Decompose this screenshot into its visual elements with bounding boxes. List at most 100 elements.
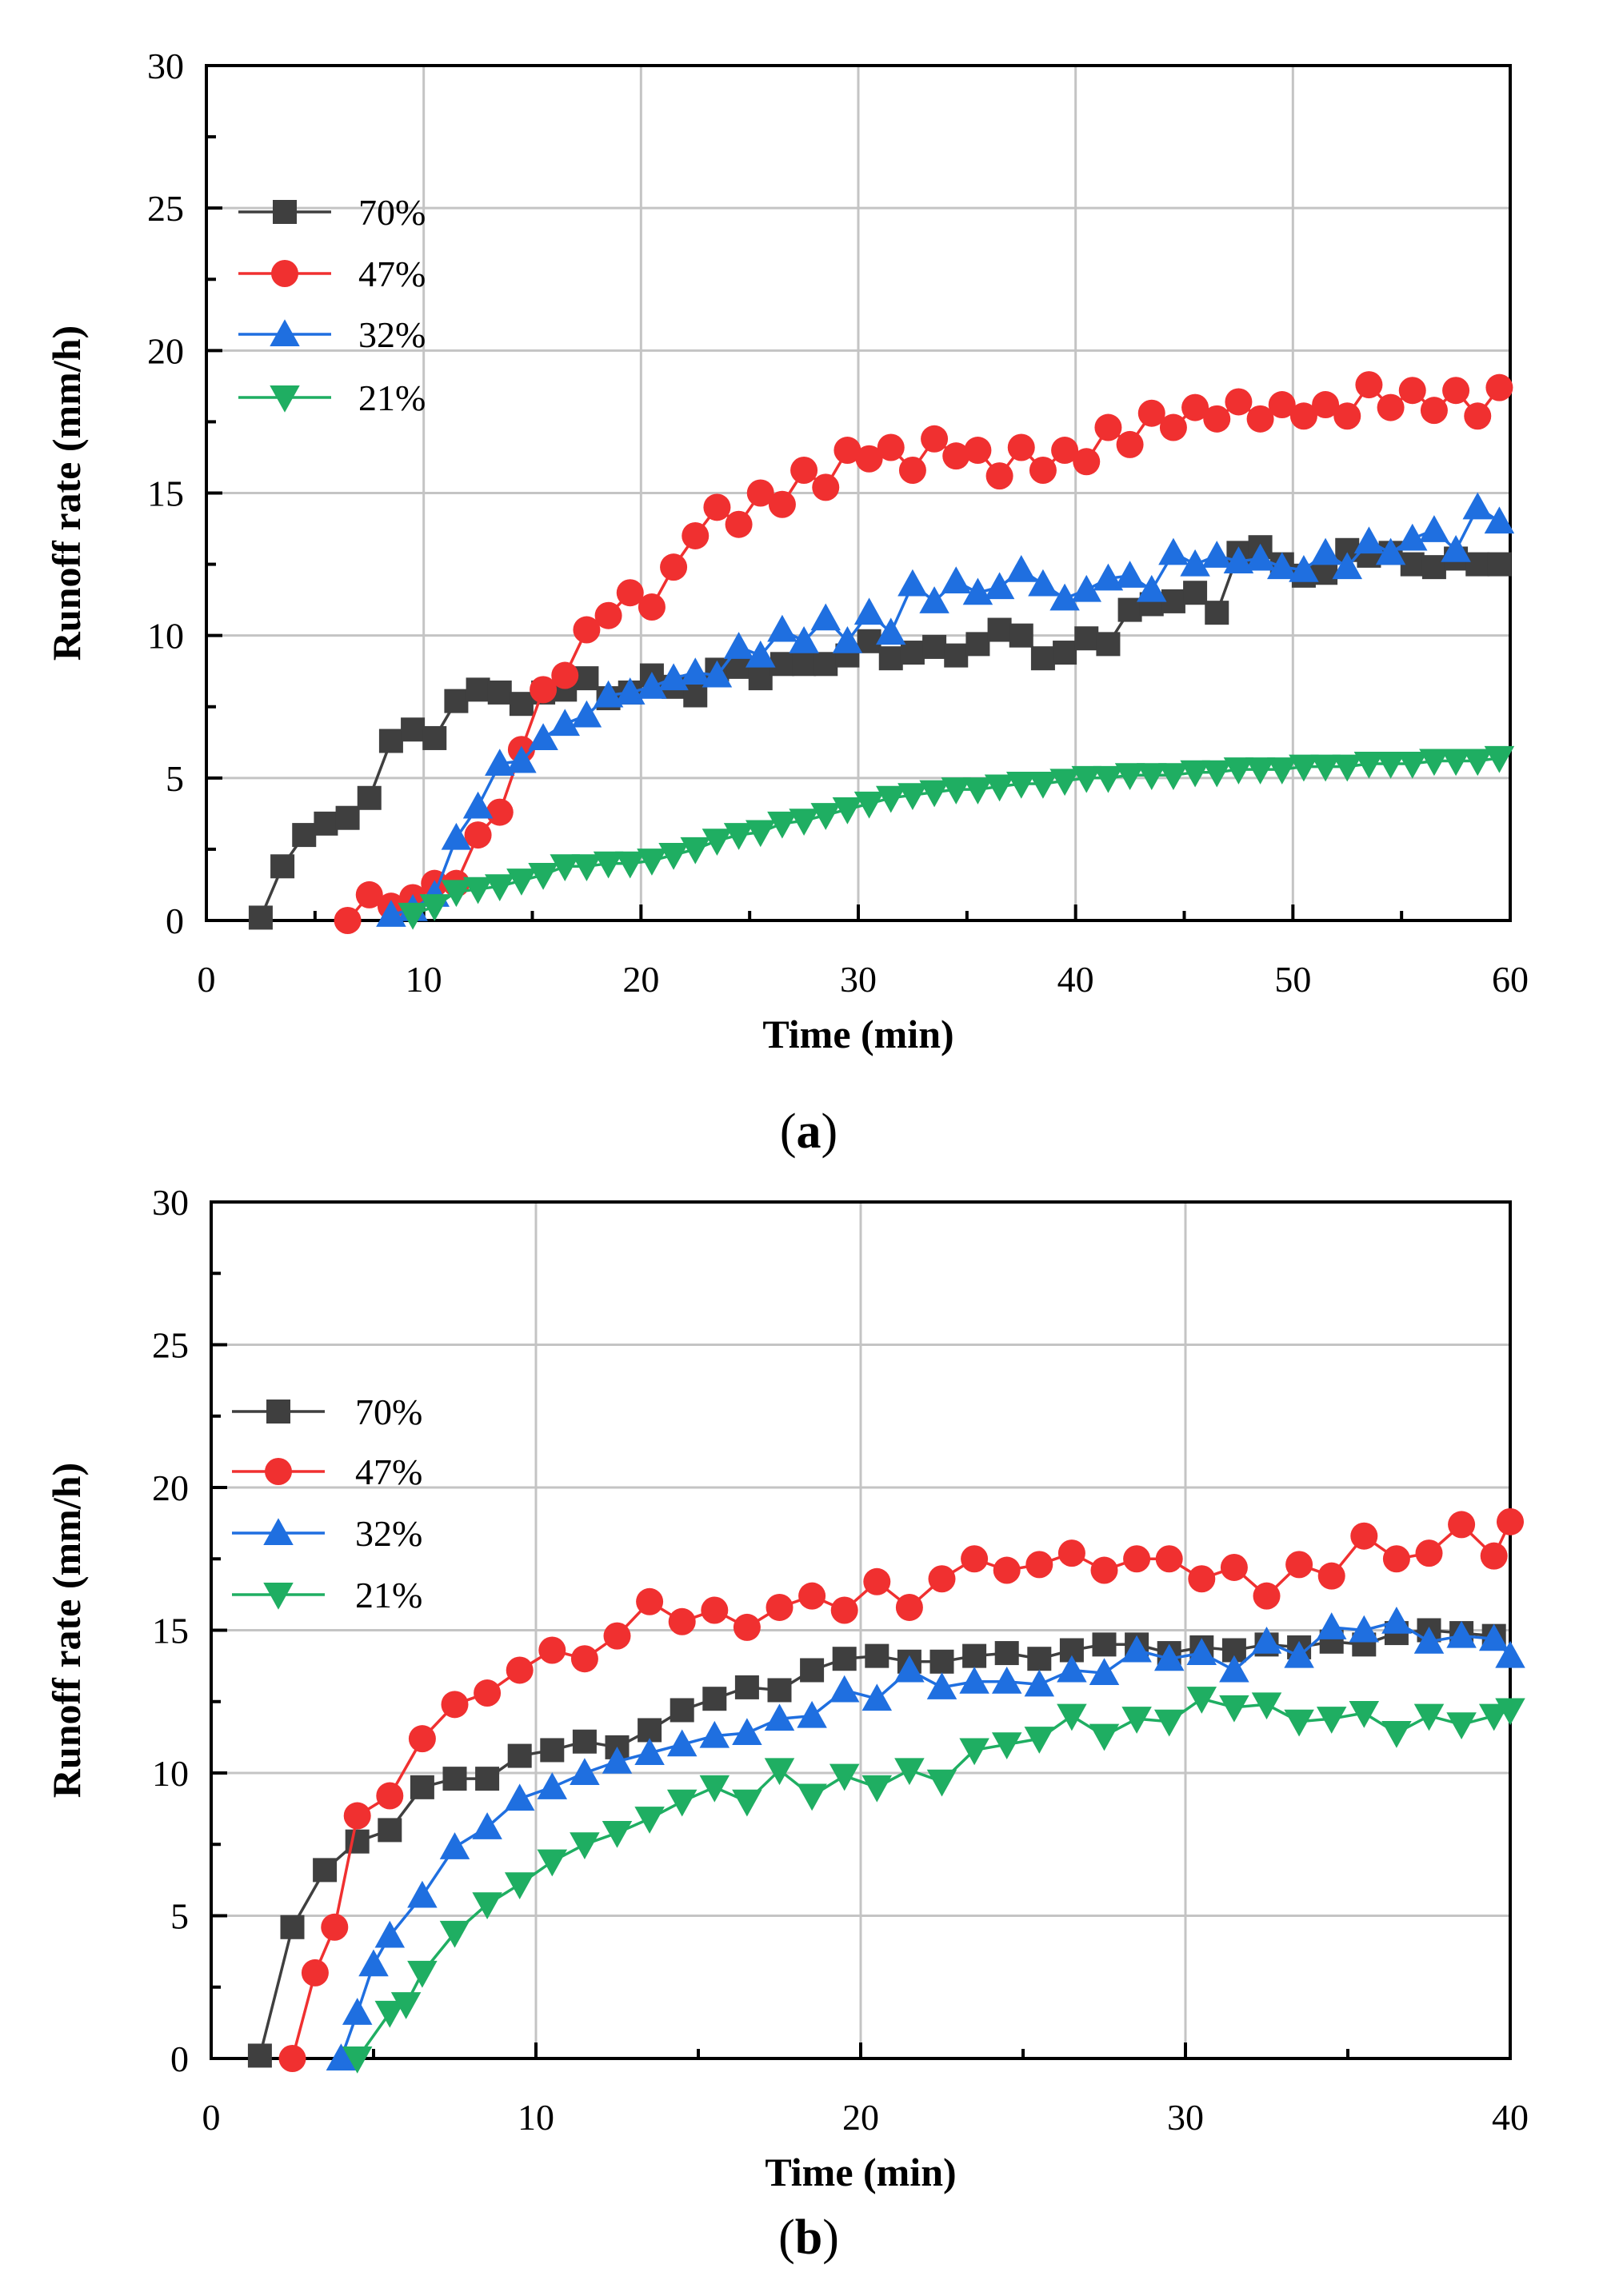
data-point — [898, 456, 926, 484]
series-line — [290, 1521, 1512, 2059]
legend-marker — [265, 1458, 292, 1485]
data-point — [878, 646, 903, 671]
data-point — [466, 677, 490, 702]
x-tick-label: 60 — [1492, 959, 1529, 1000]
data-point — [537, 1772, 568, 1799]
legend-marker — [271, 260, 298, 287]
data-point — [335, 805, 360, 830]
data-point — [408, 1725, 436, 1753]
data-point — [1223, 546, 1254, 574]
data-point — [1051, 437, 1079, 465]
data-point — [571, 700, 602, 728]
data-point — [486, 798, 514, 826]
data-point — [1029, 456, 1057, 484]
data-point — [1219, 1655, 1249, 1683]
data-point — [1028, 771, 1058, 799]
data-point — [1413, 1627, 1445, 1654]
data-point — [313, 1858, 338, 1883]
data-point — [1484, 506, 1515, 534]
y-tick-label: 15 — [152, 1611, 189, 1651]
data-point — [926, 1672, 957, 1699]
data-point — [670, 1698, 694, 1723]
data-point — [636, 1587, 664, 1615]
data-point — [1205, 601, 1229, 625]
y-tick-label: 20 — [152, 1467, 189, 1508]
y-tick-label: 0 — [170, 2038, 189, 2079]
data-point — [922, 634, 947, 659]
legend-marker — [263, 1583, 294, 1610]
data-point — [682, 521, 710, 549]
legend-label: 32% — [358, 314, 426, 355]
data-point — [725, 510, 753, 538]
data-point — [994, 1641, 1019, 1666]
data-point — [1188, 1565, 1216, 1593]
data-point — [638, 593, 666, 621]
data-point — [507, 1743, 532, 1768]
legend-label: 70% — [355, 1392, 422, 1432]
data-point — [342, 1998, 373, 2025]
x-tick-label: 30 — [1167, 2097, 1204, 2138]
data-point — [702, 1687, 727, 1711]
data-point — [345, 1829, 370, 1854]
data-point — [422, 725, 447, 750]
data-point — [961, 1545, 989, 1573]
data-point — [991, 1667, 1022, 1694]
data-point — [1285, 1551, 1313, 1579]
data-point — [1446, 1712, 1477, 1740]
data-point — [321, 1913, 349, 1941]
chart-panel-b: 0 10 20 30 40 0 5 10 15 20 25 30 Time (min) Runoff ra… — [44, 1182, 1529, 2265]
legend-label: 47% — [355, 1451, 422, 1492]
data-point — [1116, 430, 1144, 458]
y-tick-label: 5 — [166, 758, 184, 799]
data-point — [472, 1812, 502, 1839]
data-point — [1245, 757, 1276, 785]
data-point — [833, 437, 861, 465]
data-point — [1053, 641, 1077, 665]
data-point — [861, 1683, 893, 1711]
data-point — [1155, 1545, 1183, 1573]
data-point — [810, 603, 841, 631]
data-point — [1057, 1703, 1087, 1731]
data-point — [326, 2043, 357, 2070]
data-point — [789, 809, 819, 837]
data-point — [540, 1738, 565, 1763]
data-point — [1024, 1669, 1055, 1697]
data-point — [1332, 552, 1362, 580]
data-point — [1397, 752, 1428, 779]
data-point — [1089, 1723, 1120, 1751]
data-point — [1094, 413, 1122, 441]
data-point — [1441, 749, 1471, 777]
x-tick-label: 0 — [198, 959, 216, 1000]
legend-label: 21% — [355, 1575, 422, 1615]
legend-label: 21% — [358, 377, 426, 418]
data-point — [1397, 523, 1428, 551]
data-point — [1398, 377, 1426, 405]
series-3 — [342, 1687, 1525, 2074]
data-point — [1071, 765, 1101, 793]
data-point — [634, 1807, 665, 1834]
legend-label: 47% — [358, 254, 426, 294]
data-point — [1267, 757, 1297, 785]
data-point — [1057, 1655, 1087, 1683]
data-point — [810, 803, 841, 830]
data-point — [355, 880, 383, 908]
data-point — [1137, 574, 1167, 602]
data-point — [462, 791, 494, 819]
data-point — [991, 1732, 1022, 1760]
data-point — [1024, 1727, 1055, 1754]
data-point — [666, 1729, 698, 1757]
data-point — [378, 1818, 402, 1843]
data-point — [637, 672, 667, 699]
data-point — [1114, 763, 1145, 791]
y-tick-label: 0 — [166, 900, 184, 941]
data-point — [1153, 1643, 1185, 1671]
data-point — [616, 579, 644, 607]
data-point — [680, 657, 710, 685]
data-point — [985, 462, 1013, 490]
data-point — [993, 1556, 1021, 1584]
data-point — [702, 660, 733, 688]
data-point — [615, 851, 646, 879]
data-point — [1006, 554, 1037, 582]
data-point — [1057, 1539, 1085, 1567]
